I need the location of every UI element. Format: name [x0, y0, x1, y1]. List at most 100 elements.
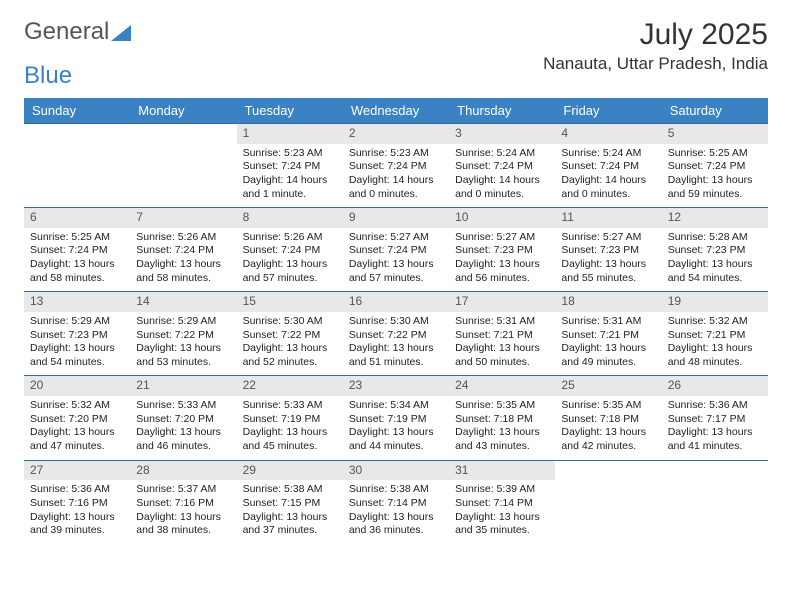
daylight-line: Daylight: 13 hours and 57 minutes.: [349, 258, 443, 285]
day-name: Wednesday: [343, 98, 449, 123]
day-details: Sunrise: 5:27 AMSunset: 7:24 PMDaylight:…: [343, 228, 449, 292]
day-number: 8: [237, 208, 343, 228]
day-number: 19: [662, 292, 768, 312]
sunrise-line: Sunrise: 5:35 AM: [455, 399, 549, 413]
sunrise-line: Sunrise: 5:33 AM: [136, 399, 230, 413]
daylight-line: Daylight: 13 hours and 44 minutes.: [349, 426, 443, 453]
day-cell: 24Sunrise: 5:35 AMSunset: 7:18 PMDayligh…: [449, 376, 555, 459]
day-number: 28: [130, 461, 236, 481]
daylight-line: Daylight: 13 hours and 48 minutes.: [668, 342, 762, 369]
sunset-line: Sunset: 7:24 PM: [668, 160, 762, 174]
day-cell: 25Sunrise: 5:35 AMSunset: 7:18 PMDayligh…: [555, 376, 661, 459]
day-details: Sunrise: 5:39 AMSunset: 7:14 PMDaylight:…: [449, 480, 555, 544]
daylight-line: Daylight: 13 hours and 55 minutes.: [561, 258, 655, 285]
sunrise-line: Sunrise: 5:27 AM: [561, 231, 655, 245]
day-details: Sunrise: 5:27 AMSunset: 7:23 PMDaylight:…: [449, 228, 555, 292]
sunrise-line: Sunrise: 5:32 AM: [668, 315, 762, 329]
day-cell: 8Sunrise: 5:26 AMSunset: 7:24 PMDaylight…: [237, 208, 343, 291]
month-title: July 2025: [543, 18, 768, 52]
sunset-line: Sunset: 7:24 PM: [243, 244, 337, 258]
day-details: Sunrise: 5:23 AMSunset: 7:24 PMDaylight:…: [343, 144, 449, 208]
sunrise-line: Sunrise: 5:29 AM: [136, 315, 230, 329]
day-number: 22: [237, 376, 343, 396]
empty-cell: [555, 461, 661, 544]
logo-text-2: Blue: [24, 62, 72, 90]
logo-text-1: General: [24, 18, 109, 46]
day-cell: 17Sunrise: 5:31 AMSunset: 7:21 PMDayligh…: [449, 292, 555, 375]
location: Nanauta, Uttar Pradesh, India: [543, 54, 768, 74]
empty-cell: [130, 124, 236, 207]
sunset-line: Sunset: 7:20 PM: [30, 413, 124, 427]
sunset-line: Sunset: 7:18 PM: [561, 413, 655, 427]
day-details: Sunrise: 5:36 AMSunset: 7:16 PMDaylight:…: [24, 480, 130, 544]
day-cell: 30Sunrise: 5:38 AMSunset: 7:14 PMDayligh…: [343, 461, 449, 544]
day-number: 26: [662, 376, 768, 396]
day-name: Thursday: [449, 98, 555, 123]
sunset-line: Sunset: 7:24 PM: [136, 244, 230, 258]
day-number: 24: [449, 376, 555, 396]
sunset-line: Sunset: 7:22 PM: [243, 329, 337, 343]
day-cell: 16Sunrise: 5:30 AMSunset: 7:22 PMDayligh…: [343, 292, 449, 375]
day-cell: 15Sunrise: 5:30 AMSunset: 7:22 PMDayligh…: [237, 292, 343, 375]
day-details: Sunrise: 5:26 AMSunset: 7:24 PMDaylight:…: [130, 228, 236, 292]
daylight-line: Daylight: 13 hours and 50 minutes.: [455, 342, 549, 369]
day-details: Sunrise: 5:38 AMSunset: 7:14 PMDaylight:…: [343, 480, 449, 544]
sunset-line: Sunset: 7:24 PM: [243, 160, 337, 174]
daylight-line: Daylight: 14 hours and 0 minutes.: [455, 174, 549, 201]
day-details: Sunrise: 5:37 AMSunset: 7:16 PMDaylight:…: [130, 480, 236, 544]
daylight-line: Daylight: 13 hours and 41 minutes.: [668, 426, 762, 453]
sunset-line: Sunset: 7:14 PM: [455, 497, 549, 511]
day-number: 9: [343, 208, 449, 228]
day-details: Sunrise: 5:25 AMSunset: 7:24 PMDaylight:…: [662, 144, 768, 208]
sunrise-line: Sunrise: 5:27 AM: [349, 231, 443, 245]
sunset-line: Sunset: 7:23 PM: [455, 244, 549, 258]
day-cell: 2Sunrise: 5:23 AMSunset: 7:24 PMDaylight…: [343, 124, 449, 207]
week-row: 27Sunrise: 5:36 AMSunset: 7:16 PMDayligh…: [24, 460, 768, 544]
day-details: Sunrise: 5:35 AMSunset: 7:18 PMDaylight:…: [449, 396, 555, 460]
daylight-line: Daylight: 13 hours and 35 minutes.: [455, 511, 549, 538]
day-number: 7: [130, 208, 236, 228]
day-number: 5: [662, 124, 768, 144]
day-details: Sunrise: 5:29 AMSunset: 7:23 PMDaylight:…: [24, 312, 130, 376]
sunset-line: Sunset: 7:23 PM: [668, 244, 762, 258]
day-number: 12: [662, 208, 768, 228]
day-name: Tuesday: [237, 98, 343, 123]
day-number: 18: [555, 292, 661, 312]
day-cell: 10Sunrise: 5:27 AMSunset: 7:23 PMDayligh…: [449, 208, 555, 291]
daylight-line: Daylight: 13 hours and 45 minutes.: [243, 426, 337, 453]
daylight-line: Daylight: 13 hours and 58 minutes.: [136, 258, 230, 285]
day-details: Sunrise: 5:24 AMSunset: 7:24 PMDaylight:…: [555, 144, 661, 208]
day-details: Sunrise: 5:34 AMSunset: 7:19 PMDaylight:…: [343, 396, 449, 460]
day-details: Sunrise: 5:31 AMSunset: 7:21 PMDaylight:…: [449, 312, 555, 376]
day-cell: 31Sunrise: 5:39 AMSunset: 7:14 PMDayligh…: [449, 461, 555, 544]
daylight-line: Daylight: 13 hours and 53 minutes.: [136, 342, 230, 369]
sunset-line: Sunset: 7:24 PM: [349, 244, 443, 258]
day-details: Sunrise: 5:30 AMSunset: 7:22 PMDaylight:…: [343, 312, 449, 376]
day-cell: 28Sunrise: 5:37 AMSunset: 7:16 PMDayligh…: [130, 461, 236, 544]
daylight-line: Daylight: 13 hours and 49 minutes.: [561, 342, 655, 369]
sunset-line: Sunset: 7:24 PM: [455, 160, 549, 174]
day-details: Sunrise: 5:32 AMSunset: 7:20 PMDaylight:…: [24, 396, 130, 460]
sunset-line: Sunset: 7:16 PM: [136, 497, 230, 511]
daylight-line: Daylight: 13 hours and 54 minutes.: [668, 258, 762, 285]
day-cell: 4Sunrise: 5:24 AMSunset: 7:24 PMDaylight…: [555, 124, 661, 207]
sunrise-line: Sunrise: 5:30 AM: [243, 315, 337, 329]
daylight-line: Daylight: 13 hours and 54 minutes.: [30, 342, 124, 369]
day-cell: 9Sunrise: 5:27 AMSunset: 7:24 PMDaylight…: [343, 208, 449, 291]
sunrise-line: Sunrise: 5:31 AM: [561, 315, 655, 329]
day-details: Sunrise: 5:29 AMSunset: 7:22 PMDaylight:…: [130, 312, 236, 376]
sunset-line: Sunset: 7:24 PM: [561, 160, 655, 174]
sunset-line: Sunset: 7:19 PM: [349, 413, 443, 427]
daylight-line: Daylight: 14 hours and 1 minute.: [243, 174, 337, 201]
day-name: Saturday: [662, 98, 768, 123]
daylight-line: Daylight: 13 hours and 36 minutes.: [349, 511, 443, 538]
sunset-line: Sunset: 7:17 PM: [668, 413, 762, 427]
day-name: Friday: [555, 98, 661, 123]
daylight-line: Daylight: 14 hours and 0 minutes.: [561, 174, 655, 201]
daylight-line: Daylight: 13 hours and 43 minutes.: [455, 426, 549, 453]
sunrise-line: Sunrise: 5:31 AM: [455, 315, 549, 329]
day-number: 10: [449, 208, 555, 228]
daylight-line: Daylight: 13 hours and 51 minutes.: [349, 342, 443, 369]
sunrise-line: Sunrise: 5:24 AM: [561, 147, 655, 161]
day-name: Monday: [130, 98, 236, 123]
